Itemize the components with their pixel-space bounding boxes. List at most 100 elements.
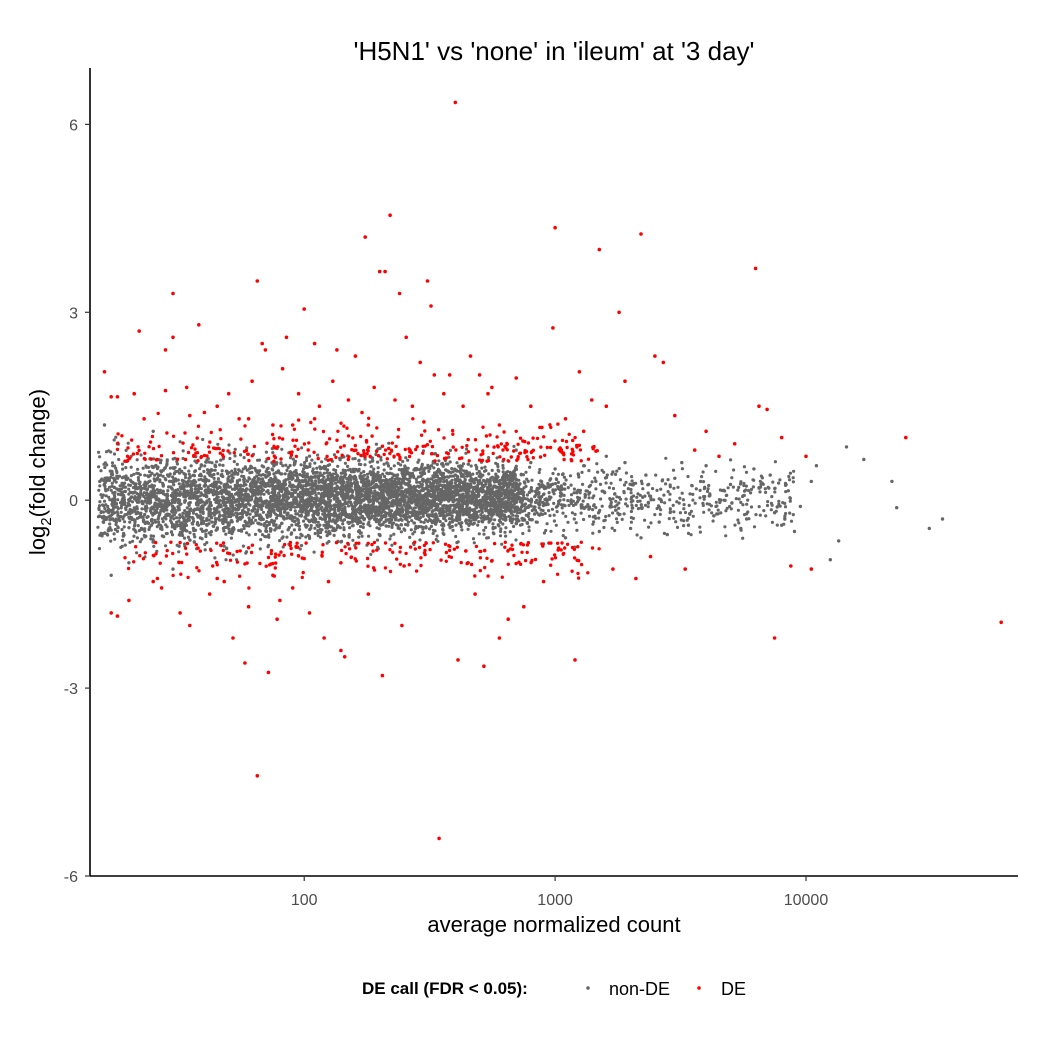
non-de-point — [129, 495, 133, 499]
non-de-point — [170, 495, 174, 499]
non-de-point — [212, 476, 216, 480]
non-de-point — [157, 473, 161, 477]
non-de-point — [119, 545, 123, 550]
non-de-point — [328, 517, 332, 521]
non-de-point — [124, 466, 128, 470]
non-de-point — [277, 491, 281, 495]
non-de-point — [421, 496, 425, 500]
non-de-point — [183, 495, 187, 499]
non-de-point — [136, 496, 140, 500]
non-de-point — [116, 492, 120, 496]
non-de-point — [364, 510, 368, 515]
non-de-point — [319, 488, 323, 492]
non-de-point — [240, 515, 244, 519]
non-de-point — [478, 498, 482, 502]
non-de-point — [247, 476, 251, 480]
non-de-point — [124, 448, 128, 452]
non-de-point — [475, 467, 479, 471]
non-de-point — [111, 497, 115, 501]
non-de-point — [270, 467, 274, 471]
non-de-point — [339, 502, 343, 506]
non-de-point — [300, 510, 304, 514]
non-de-point — [336, 474, 340, 478]
non-de-point — [161, 474, 165, 478]
non-de-point — [398, 477, 402, 481]
non-de-point — [267, 478, 271, 482]
non-de-point — [208, 500, 212, 504]
non-de-point — [390, 476, 394, 480]
non-de-point — [318, 474, 322, 478]
non-de-point — [416, 513, 420, 517]
non-de-point — [143, 473, 147, 477]
non-de-point — [342, 512, 346, 516]
non-de-point — [235, 462, 239, 466]
non-de-point — [111, 464, 115, 468]
non-de-point — [484, 468, 488, 473]
non-de-point — [322, 471, 326, 475]
non-de-point — [438, 477, 442, 481]
non-de-point — [249, 520, 253, 524]
non-de-point — [241, 544, 245, 548]
non-de-point — [372, 467, 376, 471]
non-de-point — [187, 472, 191, 476]
non-de-point — [421, 513, 425, 517]
non-de-point — [323, 516, 327, 520]
non-de-point — [384, 511, 388, 515]
non-de-point — [129, 465, 133, 469]
non-de-point — [430, 510, 434, 514]
non-de-point — [157, 499, 161, 503]
non-de-point — [107, 449, 111, 453]
non-de-point — [328, 506, 333, 510]
non-de-point — [404, 482, 408, 486]
non-de-point — [416, 510, 420, 514]
non-de-point — [480, 490, 485, 494]
non-de-point — [98, 455, 102, 459]
non-de-point — [366, 503, 370, 507]
non-de-point — [303, 461, 307, 465]
non-de-point — [399, 523, 403, 527]
non-de-point — [242, 456, 246, 460]
non-de-point — [271, 502, 275, 507]
non-de-point — [130, 516, 134, 520]
non-de-point — [418, 484, 422, 488]
non-de-point — [451, 528, 455, 532]
non-de-point — [316, 453, 320, 457]
non-de-point — [192, 478, 196, 482]
non-de-point — [442, 523, 446, 528]
non-de-point — [205, 523, 209, 527]
non-de-point — [299, 513, 303, 517]
non-de-point — [280, 498, 284, 502]
non-de-point — [128, 490, 132, 494]
non-de-point — [404, 456, 408, 460]
non-de-point — [406, 477, 410, 482]
non-de-point — [347, 468, 351, 472]
non-de-point — [388, 537, 392, 541]
non-de-point — [299, 463, 303, 467]
non-de-point — [384, 503, 388, 507]
non-de-point — [148, 501, 152, 505]
non-de-point — [285, 535, 289, 539]
non-de-point — [122, 525, 126, 529]
non-de-point — [304, 475, 308, 479]
non-de-point — [497, 511, 501, 515]
non-de-point — [221, 499, 226, 503]
non-de-point — [324, 478, 329, 482]
non-de-point — [108, 514, 113, 518]
non-de-point — [187, 469, 191, 473]
non-de-point — [301, 489, 305, 493]
non-de-point — [412, 468, 416, 472]
non-de-point — [177, 544, 181, 548]
non-de-point — [177, 482, 181, 486]
non-de-point — [120, 527, 124, 532]
non-de-point — [492, 477, 497, 481]
non-de-point — [404, 512, 408, 517]
non-de-point — [245, 531, 249, 535]
non-de-point — [314, 493, 318, 497]
non-de-point — [298, 547, 302, 551]
non-de-point — [127, 526, 131, 530]
non-de-point — [281, 464, 285, 468]
non-de-point — [487, 456, 491, 460]
non-de-point — [166, 489, 170, 493]
non-de-point — [234, 492, 238, 496]
non-de-point — [117, 474, 122, 478]
